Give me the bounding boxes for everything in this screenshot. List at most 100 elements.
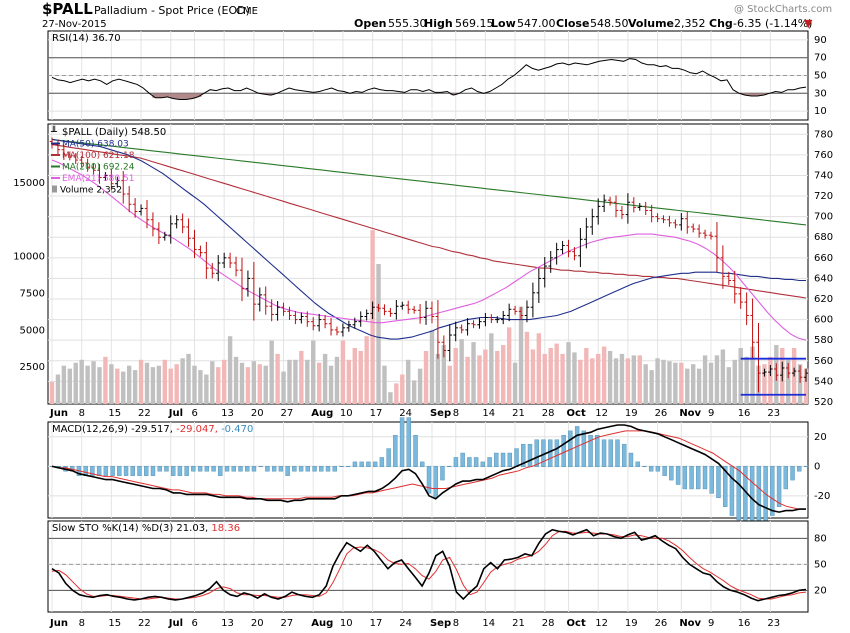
macd-histogram-bar [420,461,425,468]
macd-histogram-bar [635,461,640,468]
x-tick-label: 21 [512,618,525,629]
volume-bar [275,353,280,404]
macd-histogram-bar [231,466,236,472]
x-tick-label: 28 [542,408,555,419]
macd-histogram-bar [601,439,607,468]
volume-bar [601,346,607,404]
price-tick-label: 760 [814,150,833,161]
x-tick-label: 26 [655,408,668,419]
volume-bar [358,350,363,404]
volume-bar [79,359,84,404]
volume-bar [625,358,631,404]
volume-bar [340,340,346,404]
macd-histogram-bar [144,466,149,476]
x-tick-label: 8 [453,618,459,629]
volume-bar [631,355,637,404]
open-label: Open [354,17,387,30]
macd-histogram-bar [803,466,809,468]
macd-histogram-bar [494,452,499,468]
legend-entry: MA(100) 621.18 [62,151,135,161]
chg-down-icon: ▼ [804,17,813,30]
ma50-line [51,138,806,340]
volume-bar [204,374,209,404]
volume-bar [696,368,702,404]
volume-bar [720,349,726,404]
macd-histogram-bar [117,466,122,476]
macd-histogram-bar [682,466,688,490]
chg-label: Chg [709,17,733,30]
macd-histogram-bar [655,466,661,472]
rsi-oversold-fill [742,93,749,96]
volume-bar [506,327,512,404]
volume-bar [109,364,114,404]
volume-bar [685,368,690,404]
x-tick-label: 14 [482,618,495,629]
x-axis: Jun 8 15 22 Jul 6 13 20 27 Aug 10 17 24 Sep 8 14 21 28 Oct… [49,408,780,629]
volume-label: Volume [628,17,674,30]
macd-histogram-bar [648,466,654,472]
rsi-title: RSI(14) 36.70 [52,33,121,44]
macd-histogram-bar [514,448,519,468]
macd-histogram-bar [211,466,216,472]
x-tick-label: Jun [49,618,68,629]
volume-bar [417,368,423,404]
volume-bar [239,362,245,404]
x-tick-label: 15 [108,618,121,629]
macd-histogram-bar [224,466,230,472]
macd-histogram-bar [406,417,412,468]
volume-bar [643,364,648,404]
volume-bar [429,330,435,404]
volume-bar [501,345,506,404]
macd-histogram-bar [507,452,512,468]
volume-bar [364,336,369,404]
rsi-tick-label: 30 [814,88,827,99]
price-tick-label: 700 [814,212,833,223]
rsi-oversold-fill [170,93,178,99]
macd-histogram-bar [696,466,701,490]
volume-bar [590,358,595,404]
volume-bar [554,343,559,404]
macd-histogram-bar [170,466,176,476]
volume-bar [221,359,227,404]
volume-bar [269,340,274,404]
watermark: @ StockCharts.com [734,4,832,15]
volume-bar [257,364,262,404]
x-tick-label: 23 [767,408,780,419]
x-tick-label: 8 [453,408,459,419]
x-tick-label: 19 [625,618,638,629]
volume-bar [67,368,73,404]
volume-value: 2,352 [674,17,706,30]
x-tick-label: Aug [311,408,333,419]
price-tick-label: 580 [814,335,833,346]
macd-histogram-bar [123,466,129,476]
volume-bar [453,348,458,404]
macd-histogram-bar [716,466,721,499]
volume-bar [263,365,268,404]
macd-signal-line [51,430,806,510]
macd-histogram-bar [110,466,115,476]
volume-bar [447,365,452,404]
volume-bar [132,370,138,404]
macd-histogram-bar [319,466,324,472]
x-tick-label: 15 [108,408,121,419]
volume-bar [411,380,417,404]
volume-bar [530,349,536,404]
volume-bar [73,362,78,404]
x-tick-label: Jul [168,408,183,419]
volume-bar [174,364,179,404]
volume-bar [311,340,316,404]
volume-bar [394,383,399,404]
open-value: 555.30 [388,17,427,30]
x-tick-label: 6 [191,408,197,419]
high-value: 569.15 [455,17,494,30]
sto-title-part: Slow STO %K(14) %D(3) [52,523,176,534]
macd-histogram-bar [709,466,714,494]
rsi-oversold-fill [267,93,275,96]
volume-bar [126,365,132,404]
macd-histogram-bar [271,466,277,472]
ema21-line [51,159,807,341]
volume-bar [524,331,530,404]
volume-bar [150,367,156,404]
macd-histogram-bar [285,466,290,476]
